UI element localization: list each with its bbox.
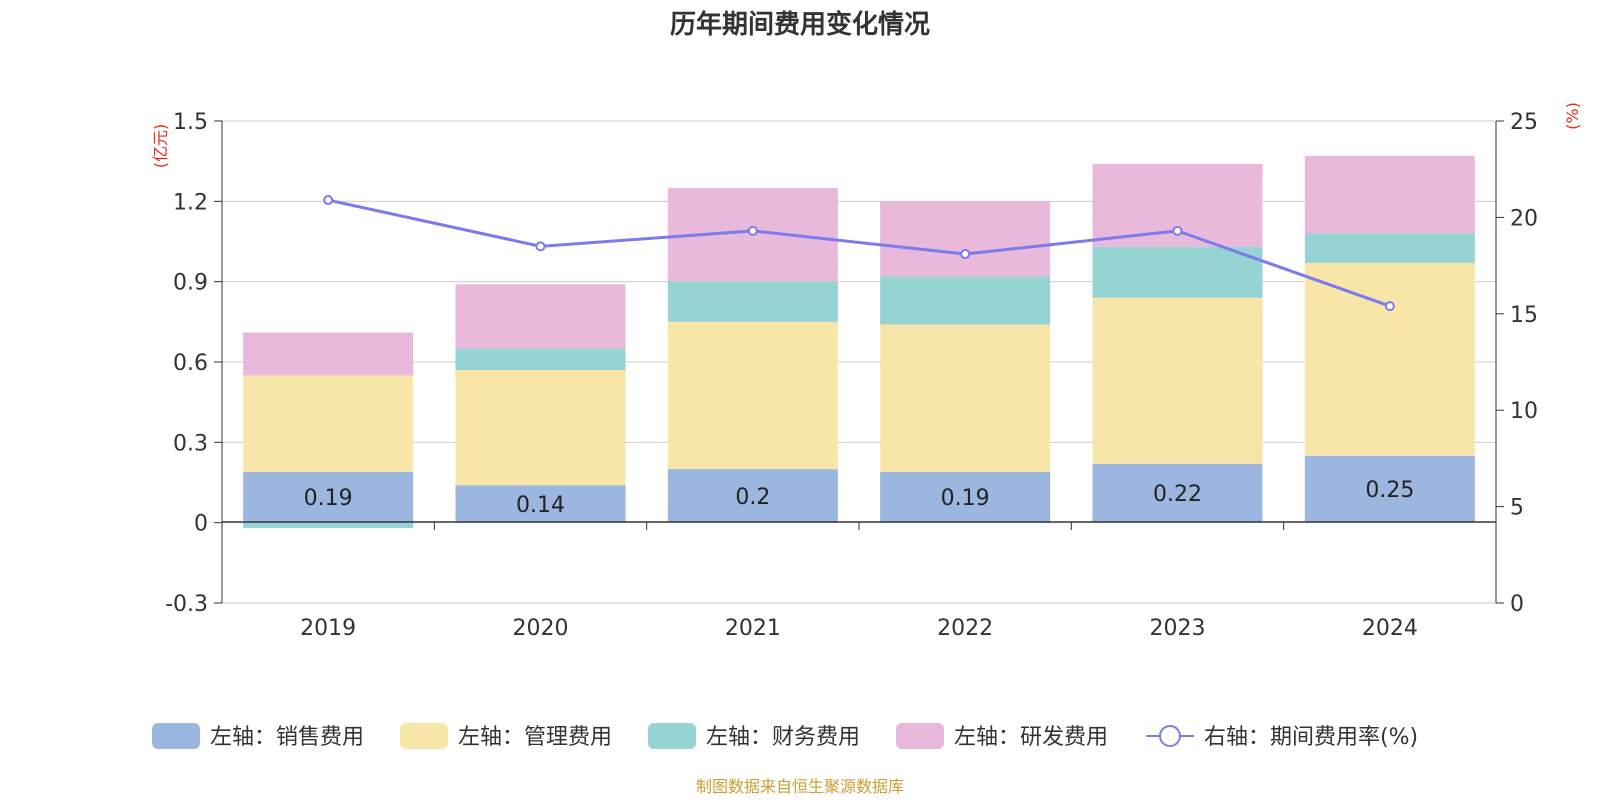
left-axis-tick-label: 0.6: [173, 351, 208, 376]
line-point: [1172, 225, 1183, 236]
bar: [455, 370, 626, 486]
x-axis-tick-label: 2019: [300, 616, 356, 641]
bar: [1304, 455, 1475, 523]
line-point: [1384, 301, 1395, 312]
left-axis-tick-label: 0.3: [173, 431, 208, 456]
bar: [880, 201, 1051, 277]
bar: [667, 321, 838, 470]
line-point: [323, 195, 334, 206]
bar: [1092, 463, 1263, 523]
data-labels: 0.19 0.14 0.2 0.19 0.22 0.25: [304, 478, 1415, 518]
bar: [1304, 155, 1475, 234]
x-axis-tick-label: 2020: [513, 616, 569, 641]
right-axis-tick-label: 10: [1510, 399, 1538, 424]
bar: [1092, 246, 1263, 298]
bar: [455, 485, 626, 523]
bar: [1304, 262, 1475, 456]
bar: [667, 281, 838, 322]
x-axis-tick-label: 2022: [937, 616, 993, 641]
bar-data-label: 0.25: [1365, 478, 1414, 503]
right-axis-tick-label: 25: [1510, 110, 1538, 135]
bar: [880, 471, 1051, 523]
left-axis-unit: (亿元): [151, 124, 170, 169]
legend-swatch: [896, 723, 944, 749]
legend-swatch: [648, 723, 696, 749]
legend-label: 左轴：管理费用: [458, 725, 612, 750]
left-axis-tick-label: 1.2: [173, 190, 208, 215]
bar: [243, 332, 414, 376]
axes: -0.3 0 0.3 0.6 0.9 1.2 1.5 0 5 10 15 20 25 2019 2020 20…: [165, 110, 1538, 641]
legend-label: 左轴：研发费用: [954, 725, 1108, 750]
line-point: [535, 241, 546, 252]
left-axis-tick-label: 0: [194, 512, 208, 537]
x-axis-tick-label: 2024: [1362, 616, 1418, 641]
bar: [455, 284, 626, 349]
line-point: [747, 225, 758, 236]
legend-marker: [1159, 725, 1181, 747]
bar: [880, 276, 1051, 325]
bar: [1304, 233, 1475, 263]
bar-data-label: 0.14: [516, 493, 565, 518]
bar-data-label: 0.22: [1153, 482, 1202, 507]
right-axis-tick-label: 5: [1510, 496, 1524, 521]
right-axis-tick-label: 20: [1510, 206, 1538, 231]
legend-label: 右轴：期间费用率(%): [1204, 725, 1418, 750]
right-axis-tick-label: 15: [1510, 303, 1538, 328]
legend-label: 左轴：销售费用: [210, 725, 364, 750]
bar-group: [243, 155, 1475, 529]
x-axis-tick-label: 2023: [1150, 616, 1206, 641]
bar: [880, 324, 1051, 472]
bar-data-label: 0.19: [304, 486, 353, 511]
chart-title: 历年期间费用变化情况: [670, 9, 930, 40]
bar: [1092, 297, 1263, 464]
bar: [243, 375, 414, 472]
bar-data-label: 0.19: [941, 486, 990, 511]
legend-label: 左轴：财务费用: [706, 725, 860, 750]
line-series: [323, 195, 1395, 312]
line-path: [327, 198, 1391, 308]
bar-data-label: 0.2: [735, 485, 770, 510]
bar: [243, 522, 414, 529]
bar: [243, 471, 414, 523]
right-axis-unit: (%): [1563, 102, 1582, 130]
left-axis-tick-label: -0.3: [165, 592, 208, 617]
x-axis-tick-label: 2021: [725, 616, 781, 641]
gridlines: [222, 120, 1496, 604]
footer-source: 制图数据来自恒生聚源数据库: [696, 777, 904, 796]
left-axis-tick-label: 1.5: [173, 110, 208, 135]
legend: 左轴：销售费用 左轴：管理费用 左轴：财务费用 左轴：研发费用 右轴：期间费用率(%): [152, 723, 1418, 750]
legend-swatch: [400, 723, 448, 749]
bar: [455, 348, 626, 371]
legend-swatch: [152, 723, 200, 749]
bar: [667, 469, 838, 523]
right-axis-tick-label: 0: [1510, 592, 1524, 617]
line-point: [960, 249, 971, 260]
left-axis-tick-label: 0.9: [173, 271, 208, 296]
